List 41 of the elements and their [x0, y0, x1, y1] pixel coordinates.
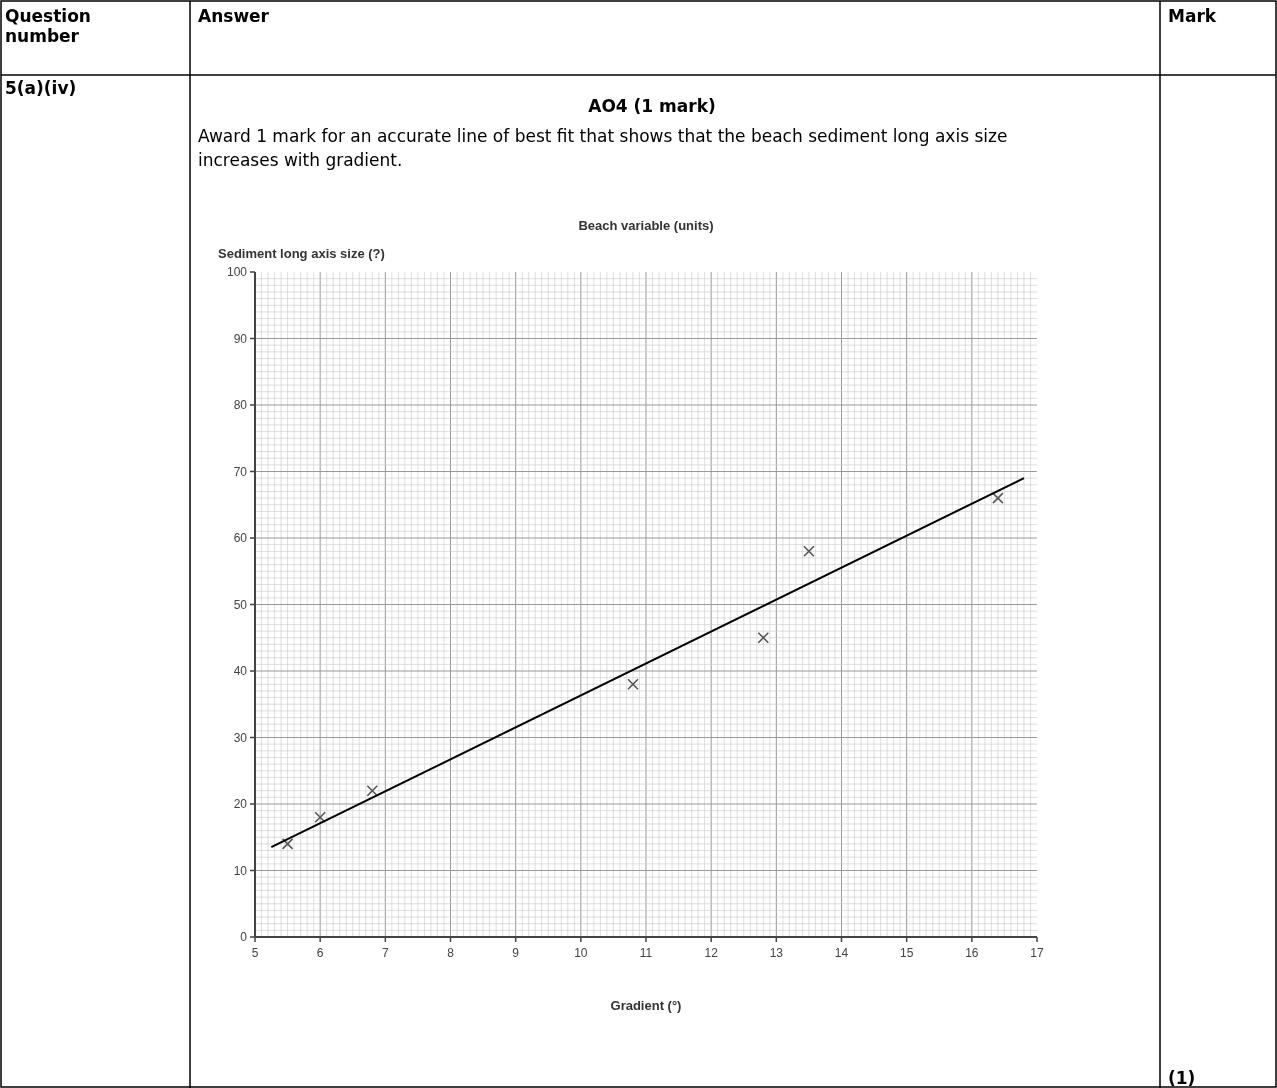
point — [627, 678, 639, 691]
text: Question number — [5, 6, 91, 46]
y-tick-label: 10 — [233, 863, 248, 878]
x-tick-label: 12 — [704, 946, 719, 960]
text: (1) — [1168, 1068, 1196, 1088]
x-tick-label: 9 — [512, 946, 520, 960]
x-axis-title: Gradient (°) — [610, 998, 682, 1013]
x-tick-label: 8 — [447, 946, 455, 960]
text: 5(a)(iv) — [5, 78, 77, 98]
text: Mark — [1168, 6, 1217, 26]
point — [314, 811, 326, 824]
x-tick-label: 7 — [381, 946, 389, 960]
text: Award 1 mark for an accurate line of best fit that shows that the beach sediment long axis size increases with gradient. — [198, 126, 1008, 170]
y-tick-label: 100 — [226, 265, 248, 279]
y-tick-label: 30 — [233, 730, 248, 745]
y-tick-label: 50 — [233, 597, 248, 612]
y-tick-label: 70 — [233, 464, 248, 479]
point — [366, 784, 379, 797]
text: Answer — [198, 6, 270, 26]
point — [992, 492, 1004, 504]
y-tick-label: 20 — [233, 797, 248, 811]
x-tick-label: 11 — [639, 946, 653, 960]
chart-title: Beach variable (units) — [578, 218, 714, 233]
x-tick-label: 10 — [574, 946, 588, 960]
point — [757, 631, 770, 644]
x-tick-label: 16 — [965, 946, 979, 960]
x-tick-label: 13 — [769, 946, 784, 960]
x-tick-label: 14 — [834, 946, 849, 960]
x-tick-label: 17 — [1030, 946, 1044, 960]
point — [281, 838, 294, 850]
point — [803, 545, 815, 558]
y-tick-label: 60 — [233, 531, 248, 545]
y-tick-label: 80 — [233, 398, 248, 412]
text: AO4 (1 mark) — [588, 96, 716, 116]
y-tick-label: 40 — [233, 664, 248, 678]
y-axis-title: Sediment long axis size (?) — [218, 246, 385, 261]
x-tick-label: 15 — [899, 946, 914, 960]
y-tick-label: 0 — [240, 930, 248, 944]
x-tick-label: 6 — [316, 946, 324, 960]
y-tick-label: 90 — [233, 331, 248, 346]
x-tick-label: 5 — [251, 946, 259, 960]
